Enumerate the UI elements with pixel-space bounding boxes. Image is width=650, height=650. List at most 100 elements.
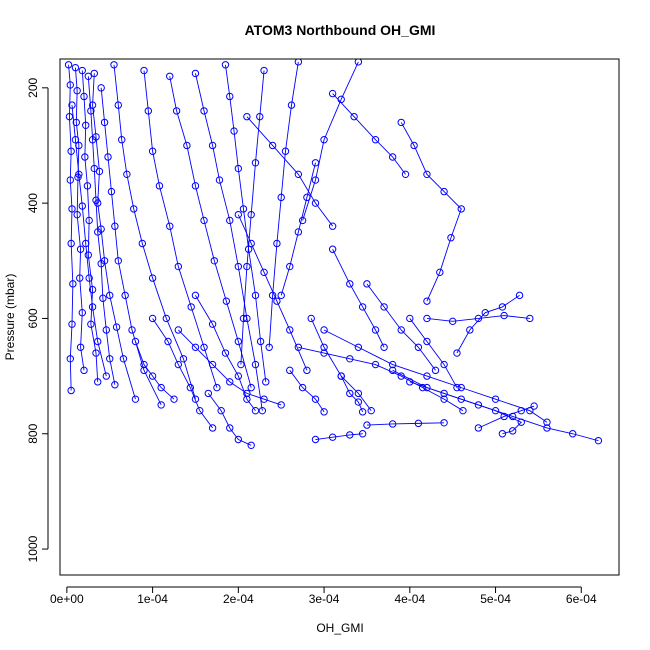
x-tick-label: 3e-04 (309, 592, 340, 606)
x-axis: 0e+00 1e-04 2e-04 3e-04 4e-04 5e-04 6e-04 (50, 586, 597, 606)
profile-series (191, 69, 267, 415)
y-axis-label: Pressure (mbar) (3, 274, 17, 361)
data-point (346, 431, 354, 439)
data-point (148, 314, 157, 323)
data-point (247, 383, 255, 392)
data-point (311, 199, 320, 207)
profile-series (328, 245, 388, 351)
chart-title: ATOM3 Northbound OH_GMI (245, 22, 436, 38)
data-point (440, 389, 448, 398)
data-point (354, 398, 363, 406)
profile-line (456, 295, 520, 354)
profile-line (315, 433, 363, 440)
data-point (281, 147, 290, 155)
profile-series (84, 72, 119, 389)
data-point (459, 406, 467, 415)
data-point (200, 343, 208, 351)
data-point (148, 372, 157, 380)
data-point (71, 63, 80, 72)
data-point (85, 216, 93, 225)
data-point (208, 141, 217, 150)
data-point (466, 326, 474, 334)
data-point (95, 167, 104, 176)
data-point (388, 420, 397, 428)
data-point (414, 419, 423, 428)
data-point (94, 378, 102, 386)
data-point (104, 153, 112, 161)
data-point (260, 395, 268, 403)
profile-series (337, 372, 367, 416)
data-point (256, 337, 265, 346)
profile-line (68, 64, 74, 391)
data-point (491, 406, 500, 415)
data-point (208, 360, 217, 369)
profile-line (87, 76, 116, 385)
data-point (72, 118, 80, 127)
data-point (481, 308, 489, 317)
data-point (423, 297, 431, 305)
data-point (251, 291, 260, 300)
profile-line (240, 70, 265, 365)
profile-line (268, 61, 299, 348)
data-point (82, 121, 90, 130)
data-point (100, 118, 109, 127)
profile-series (406, 378, 603, 445)
profile-line (426, 315, 530, 322)
profile-line (81, 70, 99, 382)
profile-series (64, 61, 77, 395)
profile-series (453, 291, 524, 357)
data-point (268, 141, 277, 150)
data-point (363, 421, 371, 429)
data-point (68, 101, 76, 109)
profile-line (135, 341, 175, 400)
data-point (457, 395, 465, 403)
data-point (328, 245, 337, 253)
data-point (221, 61, 230, 69)
data-point (294, 170, 303, 179)
data-point (114, 257, 123, 265)
data-point (213, 383, 221, 392)
profile-line (332, 249, 385, 348)
data-point (530, 402, 538, 410)
profile-series (298, 59, 363, 225)
profile-series (166, 72, 255, 392)
profile-line (113, 64, 196, 400)
data-point (286, 366, 294, 375)
profile-line (366, 283, 436, 371)
data-point (277, 401, 285, 409)
data-point (81, 153, 89, 161)
profile-series (397, 118, 465, 305)
data-point (94, 199, 102, 207)
data-point (67, 147, 75, 155)
data-point (247, 239, 255, 248)
data-point (388, 153, 397, 161)
data-point (594, 436, 603, 445)
data-point (140, 66, 148, 75)
profile-series (307, 314, 375, 415)
x-tick-label: 1e-04 (137, 592, 168, 606)
data-point (363, 280, 371, 288)
data-point (66, 81, 74, 89)
profile-series (423, 311, 534, 326)
data-point (367, 406, 375, 415)
profile-line (400, 122, 462, 302)
data-point (148, 147, 157, 155)
data-point (474, 424, 483, 432)
data-point (166, 222, 174, 230)
profile-series (191, 291, 260, 415)
data-point (358, 408, 367, 416)
data-point (440, 395, 448, 403)
profile-series (204, 389, 255, 449)
data-point (354, 389, 363, 398)
profile-series (221, 61, 270, 386)
data-point (110, 61, 118, 69)
data-point (371, 136, 380, 144)
x-tick-label: 2e-04 (223, 592, 254, 606)
profile-line (100, 87, 162, 406)
data-point (234, 164, 243, 173)
data-point (251, 159, 260, 167)
data-point (191, 343, 200, 351)
data-point (118, 136, 126, 144)
data-point (307, 314, 315, 323)
profile-line (332, 93, 406, 175)
